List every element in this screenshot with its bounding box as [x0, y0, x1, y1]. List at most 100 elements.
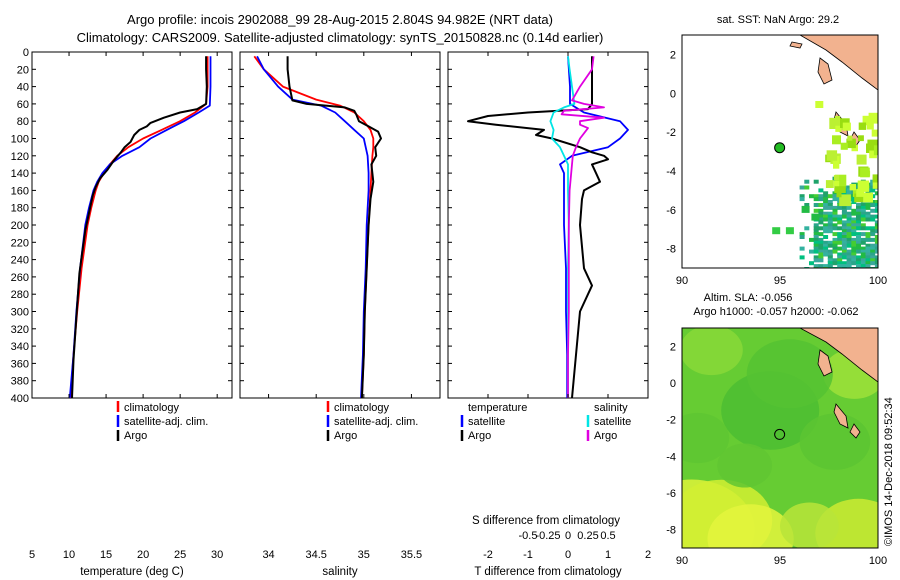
x-top-tick-label: 0 [565, 530, 571, 542]
axes-ticks: 5 10 15 20 25 30 34 34.5 35 35.5 -2 -1 0 1 2-0.5-0.25 0… [29, 49, 887, 567]
sst-cell [875, 270, 880, 274]
sst-cell [846, 237, 852, 242]
sst-cell [863, 192, 873, 203]
sst-cell [827, 211, 833, 216]
sla-map-title: Altim. SLA: -0.056 [704, 292, 793, 304]
sst-cell [846, 191, 852, 196]
sst-cell [818, 273, 823, 277]
sla-cell [682, 328, 743, 376]
sst-cell [856, 240, 861, 245]
sst-cell [841, 214, 847, 219]
sst-cell [874, 264, 878, 268]
sst-cell [880, 238, 885, 242]
sst-cell [846, 217, 852, 222]
sst-cell [799, 235, 805, 239]
sst-cell [804, 273, 809, 277]
sst-cell [851, 208, 857, 213]
sst-cell [871, 129, 878, 137]
x-tick-label: 5 [29, 549, 35, 561]
difference-plot [467, 56, 629, 398]
sst-cell [849, 184, 856, 191]
sst-cell [846, 249, 852, 254]
sst-cell [846, 185, 852, 190]
sst-cell [842, 270, 847, 274]
depth-tick-label: 20 [17, 64, 29, 76]
map-x-tick-label: 95 [774, 555, 786, 567]
sst-cell [860, 223, 866, 228]
island-enggano [789, 41, 803, 49]
sst-cell [861, 273, 866, 277]
sst-cell [837, 226, 843, 231]
sst-cell [813, 232, 819, 237]
sst-cell [880, 212, 885, 216]
sst-cell [809, 261, 814, 266]
sst-cell [880, 258, 885, 262]
sst-cell [858, 122, 867, 130]
sst-cell [813, 197, 819, 202]
sst-cell [841, 208, 847, 213]
sst-map [682, 35, 885, 277]
sst-cell [856, 217, 861, 222]
sst-cell [870, 246, 876, 251]
sst-cell [841, 252, 847, 257]
salinity-plot [253, 55, 382, 398]
sst-cell [846, 188, 852, 193]
sst-cell [870, 188, 876, 193]
sst-cell [827, 203, 833, 207]
sst-cell [874, 246, 878, 251]
sst-cell [823, 214, 829, 219]
sst-cell [818, 217, 824, 222]
sst-cell [836, 192, 842, 198]
sst-cell [827, 264, 833, 268]
sst-cell [856, 232, 861, 237]
sst-cell [856, 258, 861, 263]
island-simeulue [817, 349, 833, 377]
sst-cell [827, 220, 833, 225]
sst-cell [825, 180, 834, 188]
temperature-xlabel: temperature (deg C) [80, 566, 184, 578]
x-tick-label: -1 [523, 549, 533, 561]
sst-cell [872, 174, 878, 183]
depth-tick-label: 360 [11, 358, 29, 370]
sst-cell [870, 252, 876, 257]
sst-cell [880, 209, 885, 213]
temperature-legend: climatology satellite-adj. clim. Argo [116, 401, 208, 442]
sst-cell [846, 205, 852, 210]
sst-cell [880, 270, 885, 274]
sst-cell [846, 226, 852, 231]
sst-cell [880, 206, 885, 210]
sst-cell [860, 240, 866, 245]
sst-cell [804, 226, 810, 231]
sst-cell [851, 232, 857, 237]
sst-cell [813, 226, 819, 231]
sst-cell [880, 180, 885, 184]
sst-cell [856, 154, 867, 165]
sst-cell [832, 249, 838, 254]
depth-tick-label: 320 [11, 324, 29, 336]
x-tick-label: 1 [605, 549, 611, 561]
sst-cell [832, 194, 838, 199]
sst-cell [823, 191, 829, 196]
sst-cell [851, 270, 856, 274]
sst-cell [832, 232, 838, 237]
sst-cell [874, 229, 878, 234]
sst-cell [860, 258, 866, 263]
sst-cell [841, 235, 847, 239]
sst-cell [799, 194, 805, 199]
legend-s-argo: Argo [594, 430, 617, 442]
sst-cell [870, 214, 876, 219]
sst-cell [799, 232, 805, 237]
sst-cell [800, 270, 805, 274]
series-satellite-adj-clim- [256, 55, 370, 398]
sst-map-title: sat. SST: NaN Argo: 29.2 [717, 14, 839, 26]
island-siberut [833, 403, 849, 429]
sst-cell [870, 237, 876, 242]
sst-cell [856, 243, 861, 248]
sst-cell [874, 240, 878, 245]
sst-cell [837, 220, 843, 225]
sst-cell [835, 125, 842, 132]
sla-cell [799, 413, 871, 470]
depth-tick-label: 100 [11, 134, 29, 146]
sst-cell [865, 264, 871, 268]
